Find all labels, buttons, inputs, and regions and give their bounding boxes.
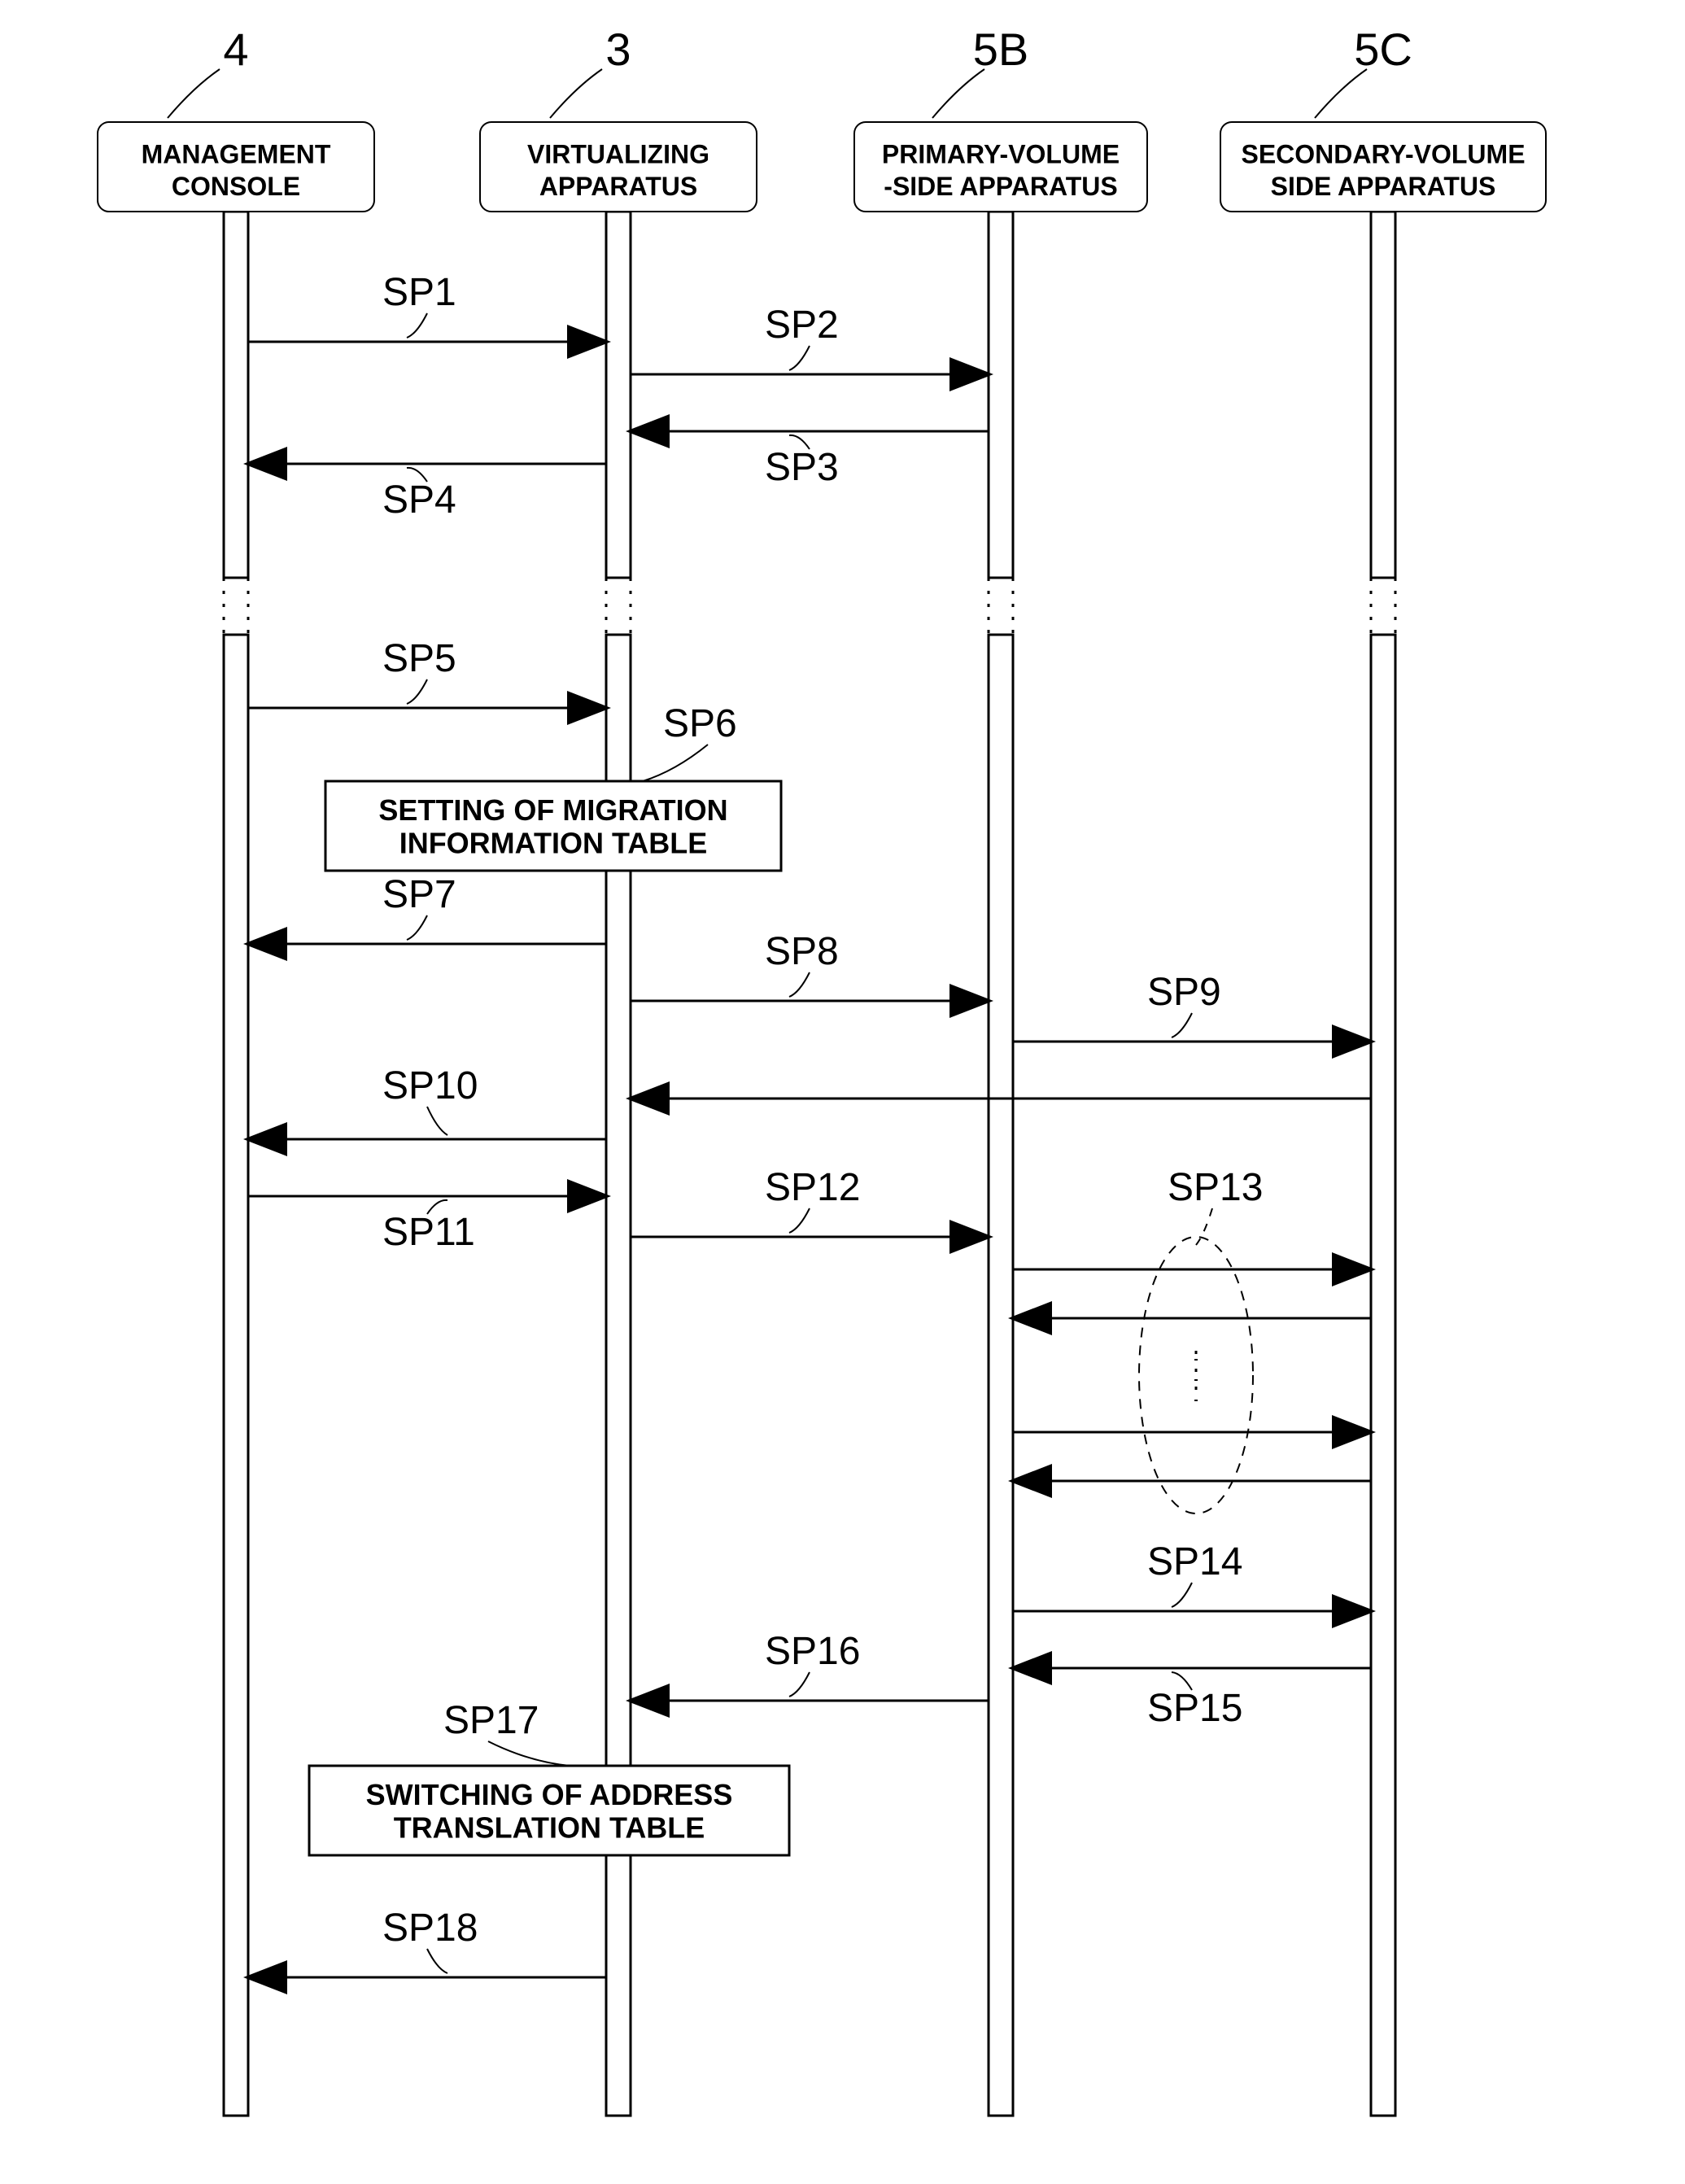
label-leader — [407, 679, 427, 704]
lifeline-prim — [989, 635, 1013, 2116]
participant-label: PRIMARY-VOLUME — [882, 139, 1120, 168]
sp13-loop-ellipse — [1139, 1237, 1253, 1514]
step-label: SP13 — [1168, 1166, 1263, 1209]
label-leader — [488, 1741, 570, 1766]
participant-label: APPARATUS — [539, 172, 697, 201]
header-leader — [168, 69, 220, 118]
step-label: SP8 — [765, 930, 839, 973]
step-label: SP3 — [765, 446, 839, 489]
step-label: SP14 — [1147, 1540, 1242, 1583]
label-leader — [427, 1107, 447, 1135]
step-label: SP5 — [382, 637, 456, 680]
label-leader — [789, 1672, 810, 1697]
header-leader — [550, 69, 602, 118]
participant-number: 5B — [973, 24, 1029, 75]
note-text: SWITCHING OF ADDRESS — [366, 1778, 733, 1811]
step-label: SP7 — [382, 873, 456, 916]
lifeline-prim — [989, 212, 1013, 578]
step-label: SP10 — [382, 1064, 478, 1107]
header-leader — [1315, 69, 1367, 118]
step-label: SP11 — [382, 1211, 475, 1254]
lifeline-mgmt — [224, 635, 248, 2116]
participant-number: 5C — [1354, 24, 1412, 75]
header-leader — [932, 69, 984, 118]
step-label: SP12 — [765, 1166, 860, 1209]
step-label: SP16 — [765, 1630, 860, 1673]
step-label: SP18 — [382, 1907, 478, 1950]
note-text: TRANSLATION TABLE — [394, 1811, 705, 1845]
step-label: SP15 — [1147, 1687, 1242, 1730]
label-leader — [789, 972, 810, 997]
participant-label: SECONDARY-VOLUME — [1241, 139, 1525, 168]
participant-label: -SIDE APPARATUS — [884, 172, 1117, 201]
label-leader — [427, 1949, 447, 1973]
label-leader — [1196, 1208, 1212, 1245]
step-label: SP2 — [765, 304, 839, 347]
note-text: SETTING OF MIGRATION — [378, 793, 727, 827]
participant-label: SIDE APPARATUS — [1271, 172, 1496, 201]
step-label: SP6 — [663, 702, 737, 745]
label-leader — [643, 745, 708, 781]
label-leader — [1172, 1583, 1192, 1607]
label-leader — [789, 1208, 810, 1233]
lifeline-sec — [1371, 635, 1395, 2116]
participant-label: CONSOLE — [172, 172, 300, 201]
participant-number: 3 — [605, 24, 631, 75]
step-label: SP1 — [382, 271, 456, 314]
lifeline-sec — [1371, 212, 1395, 578]
label-leader — [407, 915, 427, 940]
step-label: SP4 — [382, 478, 456, 522]
lifeline-mgmt — [224, 212, 248, 578]
label-leader — [789, 346, 810, 370]
step-label: SP9 — [1147, 971, 1221, 1014]
note-text: INFORMATION TABLE — [399, 827, 708, 860]
lifeline-virt — [606, 212, 631, 578]
step-label: SP17 — [443, 1699, 539, 1742]
participant-number: 4 — [223, 24, 248, 75]
participant-label: VIRTUALIZING — [527, 139, 709, 168]
label-leader — [407, 313, 427, 338]
participant-label: MANAGEMENT — [142, 139, 331, 168]
label-leader — [1172, 1013, 1192, 1037]
